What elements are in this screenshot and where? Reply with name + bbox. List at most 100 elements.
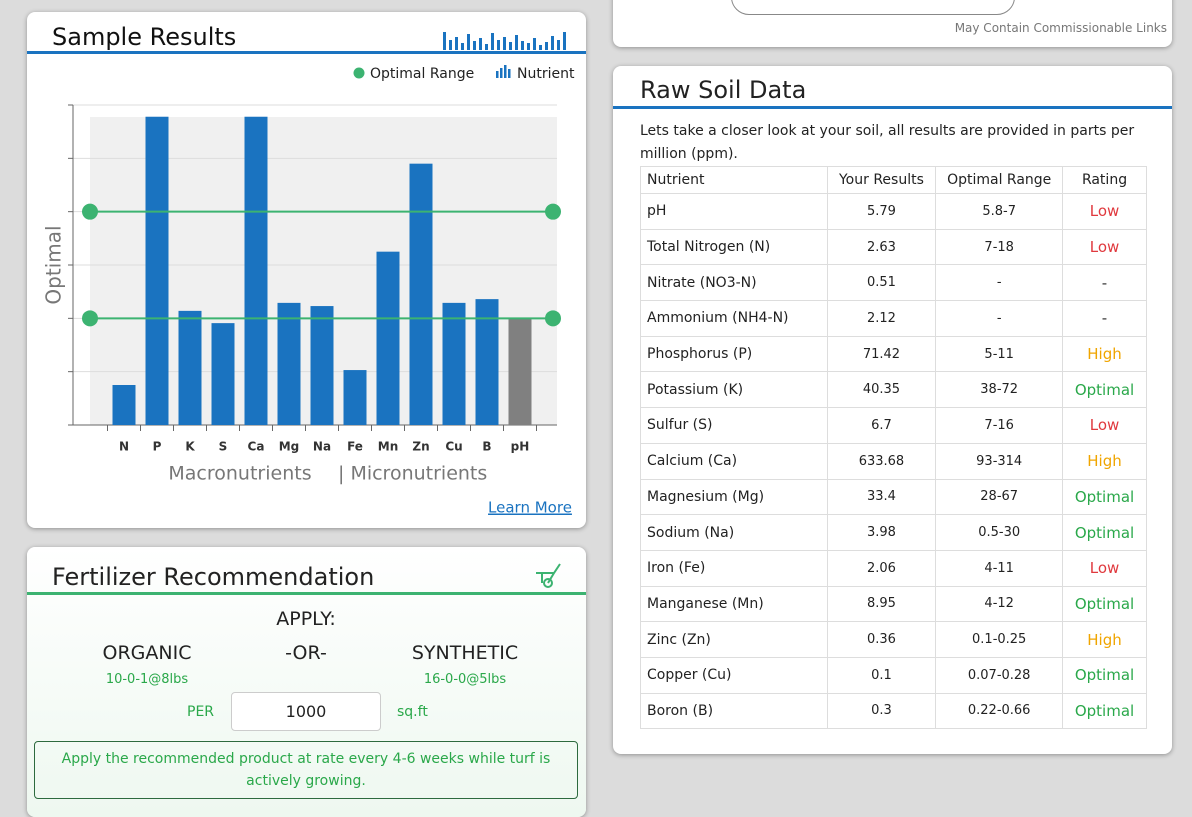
nutrient: Copper (Cu)	[640, 656, 828, 694]
rating: High	[1062, 442, 1147, 480]
result: 0.51	[826, 264, 937, 302]
result: 2.06	[826, 549, 937, 587]
legend-swatch	[353, 67, 365, 79]
optimal-range: 5.8-7	[935, 193, 1064, 230]
result: 71.42	[826, 335, 937, 373]
legend-swatch	[496, 71, 499, 78]
optimal-marker	[545, 203, 561, 220]
rating: -	[1062, 300, 1147, 337]
result: 3.98	[826, 514, 937, 551]
bar	[475, 299, 499, 425]
note: May Contain Commissionable Links	[954, 21, 1167, 35]
x-tick-label: pH	[511, 440, 530, 454]
optimal-range: 0.5-30	[935, 514, 1064, 551]
card-title: Fertilizer Recommendation	[52, 563, 375, 591]
x-tick-label: Na	[313, 440, 331, 454]
result: 0.3	[826, 692, 937, 730]
table-row: Zinc (Zn) 0.36 0.1-0.25 High	[640, 621, 1147, 658]
bar	[112, 385, 136, 425]
x-tick-label: Zn	[412, 440, 429, 454]
optimal-range: 5-11	[935, 335, 1064, 373]
optimal-marker	[82, 203, 98, 220]
note: Apply the recommended product at rate ev…	[34, 741, 578, 799]
table-row: Phosphorus (P) 71.42 5-11 High	[640, 335, 1147, 373]
x-tick-label: Cu	[445, 440, 462, 454]
synthetic: SYNTHETIC	[411, 642, 519, 664]
x-group-label: | Micronutrients	[338, 463, 487, 485]
rating: Optimal	[1062, 371, 1147, 409]
table-row: Iron (Fe) 2.06 4-11 Low	[640, 549, 1147, 587]
rating: Low	[1062, 407, 1147, 444]
description: Lets take a closer look at your soil, al…	[640, 123, 1135, 162]
nutrient: Potassium (K)	[640, 371, 828, 409]
bar	[442, 302, 466, 425]
bar	[343, 370, 367, 425]
optimal-range: 0.22-0.66	[935, 692, 1064, 730]
learn-more[interactable]: Learn More	[488, 499, 572, 517]
nutrient: Iron (Fe)	[640, 549, 828, 587]
organic: ORGANIC	[102, 642, 192, 664]
rating: Low	[1062, 193, 1147, 230]
apply: APPLY:	[276, 608, 336, 630]
nutrient: pH	[640, 193, 828, 230]
optimal-range: 93-314	[935, 442, 1064, 480]
optimal-range: 4-11	[935, 549, 1064, 587]
nutrient: Manganese (Mn)	[640, 585, 828, 623]
rating: Optimal	[1062, 514, 1147, 551]
optimal-marker	[82, 310, 98, 327]
optimal-marker	[545, 310, 561, 327]
table-row: Potassium (K) 40.35 38-72 Optimal	[640, 371, 1147, 409]
optimal-range: 38-72	[935, 371, 1064, 409]
x-tick-label: Fe	[347, 440, 363, 454]
header-cell: Optimal Range	[935, 166, 1064, 194]
x-tick-label: Mn	[378, 440, 398, 454]
result: 8.95	[826, 585, 937, 623]
optimal-range: 28-67	[935, 478, 1064, 516]
nutrient: Sulfur (S)	[640, 407, 828, 444]
bar	[211, 323, 235, 425]
table-row: Copper (Cu) 0.1 0.07-0.28 Optimal	[640, 656, 1147, 694]
header-rule	[27, 592, 586, 595]
organic-product: 10-0-1@8lbs	[105, 672, 189, 687]
optimal-range: -	[935, 264, 1064, 302]
rating: Optimal	[1062, 585, 1147, 623]
rating: Low	[1062, 549, 1147, 587]
optimal-range: 7-16	[935, 407, 1064, 444]
legend-label: Nutrient	[517, 66, 575, 82]
nutrient: Boron (B)	[640, 692, 828, 730]
or: -OR-	[285, 642, 327, 664]
result: 0.1	[826, 656, 937, 694]
bar-icon	[443, 32, 566, 50]
bar	[145, 116, 169, 425]
raw-soil-card: Raw Soil Data Lets take a closer look at…	[613, 66, 1172, 754]
optimal-range: 4-12	[935, 585, 1064, 623]
nutrient: Phosphorus (P)	[640, 335, 828, 373]
nutrient: Total Nitrogen (N)	[640, 228, 828, 266]
nutrient: Zinc (Zn)	[640, 621, 828, 658]
top-card: May Contain Commissionable Links	[613, 0, 1172, 47]
area-input[interactable]: 1000	[231, 692, 381, 731]
synthetic-product: 16-0-0@5lbs	[423, 672, 507, 687]
x-tick-label: Ca	[248, 440, 265, 454]
table-row: Sodium (Na) 3.98 0.5-30 Optimal	[640, 514, 1147, 551]
bar	[376, 251, 400, 425]
bar	[508, 318, 532, 425]
per: PER	[187, 704, 215, 720]
nutrient: Nitrate (NO3-N)	[640, 264, 828, 302]
rating: Optimal	[1062, 692, 1147, 730]
bar	[244, 116, 268, 425]
bar	[178, 310, 202, 425]
legend-swatch	[504, 65, 507, 78]
nutrient: Calcium (Ca)	[640, 442, 828, 480]
chart: Sample Results Optimal N P K S Ca Mg Na Fe Mn Zn Cu…	[27, 23, 586, 517]
x-tick-label: Mg	[279, 440, 300, 454]
x-tick-label: B	[482, 440, 491, 454]
x-tick-label: P	[153, 440, 162, 454]
sample-results-card: Sample Results Optimal N P K S Ca Mg Na Fe Mn Zn Cu…	[27, 12, 586, 528]
header-rule	[613, 106, 1172, 109]
legend-swatch	[500, 68, 503, 78]
card-title: Raw Soil Data	[640, 76, 807, 104]
x-tick-label: N	[119, 440, 129, 454]
result: 2.63	[826, 228, 937, 266]
button[interactable]	[731, 0, 1015, 15]
